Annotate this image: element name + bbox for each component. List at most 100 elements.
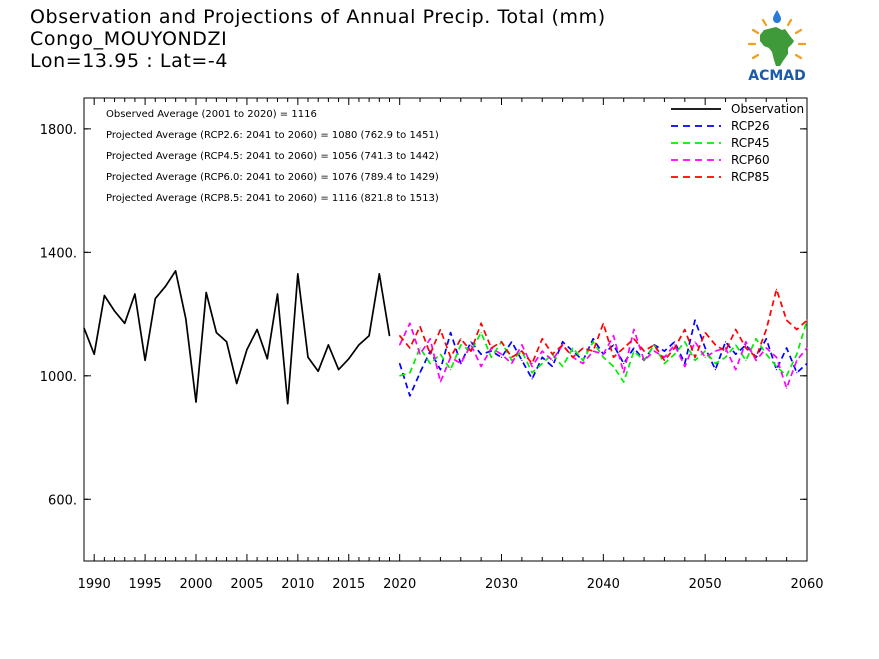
data-point-rcp85 [429, 353, 431, 355]
data-point-observation [205, 291, 207, 294]
data-point-rcp85 [470, 350, 472, 352]
chart-title: Observation and Projections of Annual Pr… [30, 6, 606, 28]
data-point-rcp85 [582, 347, 584, 349]
data-point-observation [317, 370, 319, 372]
data-point-observation [256, 328, 258, 331]
data-point-rcp60 [755, 359, 757, 361]
data-point-rcp85 [562, 344, 564, 346]
data-point-rcp85 [724, 350, 727, 352]
data-point-observation [378, 273, 380, 275]
data-point-rcp85 [806, 319, 808, 321]
data-point-rcp85 [786, 319, 788, 321]
data-point-rcp45 [460, 344, 462, 346]
x-tick-label: 2015 [332, 577, 365, 592]
data-point-rcp45 [572, 347, 574, 349]
data-point-rcp85 [684, 328, 686, 331]
data-point-rcp45 [602, 356, 604, 358]
data-point-rcp60 [541, 350, 543, 352]
data-point-rcp60 [806, 347, 808, 349]
data-point-rcp60 [796, 359, 798, 361]
x-tick-label: 2020 [383, 577, 416, 592]
data-point-observation [337, 369, 340, 371]
data-point-observation [388, 335, 391, 337]
data-point-rcp26 [674, 341, 676, 343]
data-point-rcp26 [490, 350, 492, 352]
data-point-rcp60 [775, 356, 778, 358]
data-point-rcp26 [724, 341, 727, 343]
data-point-observation [175, 270, 177, 272]
x-tick-label: 1995 [129, 577, 162, 592]
data-point-rcp26 [663, 350, 666, 352]
data-point-observation [266, 358, 268, 360]
station-name: Congo_MOUYONDZI [30, 28, 228, 50]
data-point-rcp60 [735, 369, 737, 371]
data-point-rcp60 [724, 347, 727, 349]
data-point-rcp60 [531, 365, 533, 368]
data-point-rcp45 [623, 381, 625, 383]
data-point-rcp85 [460, 338, 462, 340]
data-point-rcp85 [541, 338, 543, 340]
legend-label-rcp45: RCP45 [731, 136, 770, 150]
data-point-rcp85 [633, 338, 635, 340]
legend-label-observation: Observation [731, 102, 804, 116]
data-point-rcp45 [796, 353, 798, 355]
data-point-rcp60 [460, 362, 462, 365]
data-point-rcp26 [714, 369, 716, 371]
y-tick-label: 1800. [40, 123, 77, 138]
data-point-observation [297, 273, 299, 275]
data-point-rcp45 [429, 362, 431, 365]
data-point-observation [113, 310, 116, 312]
data-point-rcp45 [409, 372, 411, 374]
data-point-rcp26 [419, 372, 421, 374]
legend-label-rcp60: RCP60 [731, 153, 770, 167]
data-point-rcp60 [602, 353, 604, 355]
data-point-rcp45 [684, 341, 686, 343]
data-point-rcp26 [551, 365, 554, 368]
data-point-rcp60 [551, 359, 554, 361]
data-point-rcp85 [409, 347, 411, 349]
data-point-rcp26 [409, 395, 411, 397]
legend-label-rcp85: RCP85 [731, 170, 770, 184]
data-point-rcp85 [551, 353, 554, 355]
legend-label-rcp26: RCP26 [731, 119, 770, 133]
stat-annotation: Projected Average (RCP8.5: 2041 to 2060)… [106, 193, 439, 204]
data-point-rcp26 [562, 341, 564, 343]
data-point-rcp60 [704, 356, 706, 358]
data-point-rcp45 [592, 341, 594, 343]
y-tick-label: 600. [48, 493, 77, 508]
data-point-rcp45 [511, 359, 513, 361]
data-point-rcp85 [704, 331, 706, 334]
x-tick-label: 2010 [281, 577, 314, 592]
stat-annotation: Projected Average (RCP6.0: 2041 to 2060)… [106, 172, 439, 183]
data-point-rcp85 [714, 344, 716, 346]
data-point-observation [236, 382, 238, 385]
data-point-rcp85 [775, 288, 778, 290]
data-point-rcp60 [714, 350, 716, 352]
data-point-rcp26 [623, 362, 625, 365]
data-point-rcp45 [582, 359, 584, 361]
data-point-rcp60 [582, 362, 584, 365]
data-point-rcp85 [521, 350, 523, 352]
data-point-observation [215, 331, 217, 334]
data-point-rcp85 [653, 344, 655, 346]
data-point-rcp60 [643, 359, 645, 361]
data-point-rcp85 [500, 341, 503, 343]
data-point-rcp85 [439, 328, 442, 331]
x-tick-label: 2040 [587, 577, 620, 592]
x-tick-label: 1990 [78, 577, 111, 592]
data-point-rcp45 [562, 365, 564, 368]
data-point-rcp45 [531, 372, 533, 374]
station-coordinates: Lon=13.95 : Lat=-4 [30, 50, 229, 72]
data-point-rcp26 [500, 356, 503, 358]
data-point-rcp60 [419, 353, 421, 355]
data-point-rcp26 [470, 341, 472, 343]
data-point-rcp45 [714, 362, 716, 365]
data-point-rcp85 [480, 322, 482, 324]
series-line-rcp60 [398, 322, 808, 389]
data-point-observation [327, 344, 329, 346]
data-point-observation [246, 348, 248, 351]
data-point-rcp85 [531, 362, 533, 365]
data-point-rcp60 [439, 381, 442, 383]
title-block: Observation and Projections of Annual Pr… [30, 6, 606, 72]
